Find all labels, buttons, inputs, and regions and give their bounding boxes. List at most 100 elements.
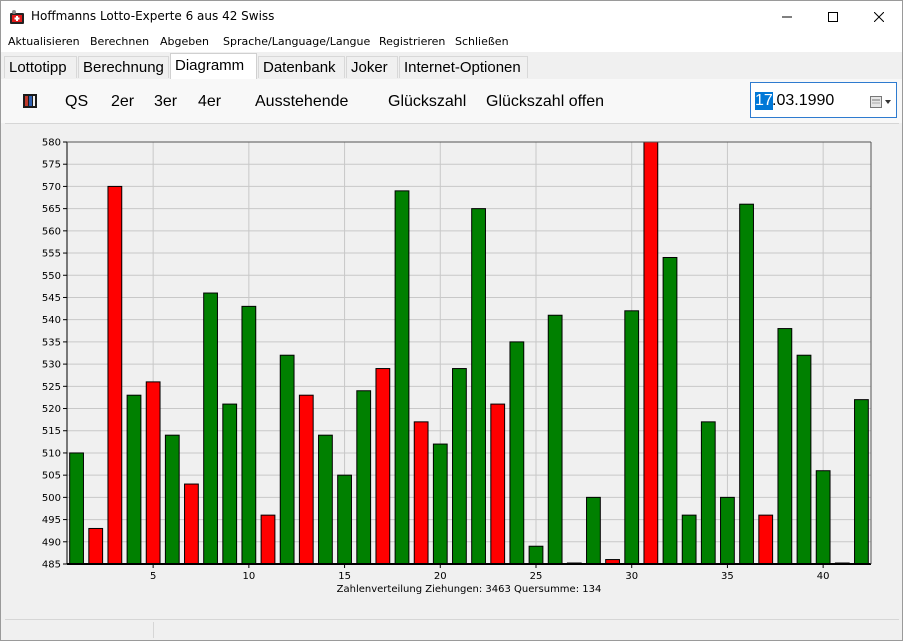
x-tick-label: 20: [434, 571, 447, 582]
bar-39: [796, 354, 812, 565]
bar-25: [528, 545, 544, 565]
y-tick-label: 485: [42, 560, 61, 571]
y-tick-label: 555: [42, 249, 61, 260]
chart-caption: Zahlenverteilung Ziehungen: 3463 Quersum…: [337, 584, 602, 595]
minimize-icon: [782, 16, 792, 17]
y-tick-label: 575: [42, 160, 61, 171]
tab-internet-optionen[interactable]: Internet-Optionen: [399, 56, 528, 78]
close-icon: [874, 11, 884, 22]
tab-berechnung[interactable]: Berechnung: [78, 56, 169, 78]
bar-13: [298, 394, 314, 565]
bar-14: [318, 434, 333, 565]
bar-37: [758, 514, 774, 565]
menu-sprache[interactable]: Sprache/Language/Langue: [223, 35, 371, 48]
bar-8: [203, 292, 218, 565]
tab-joker[interactable]: Joker: [346, 56, 398, 78]
menu-berechnen[interactable]: Berechnen: [90, 35, 150, 48]
bar-15: [337, 474, 352, 565]
y-tick-label: 520: [42, 404, 61, 415]
bar-11: [260, 514, 276, 565]
bar-33: [681, 514, 697, 565]
calendar-dropdown-icon[interactable]: [870, 96, 892, 108]
y-tick-label: 495: [42, 515, 61, 526]
bar-6: [164, 434, 180, 565]
y-tick-label: 565: [42, 204, 61, 215]
title-bar: Hoffmanns Lotto-Experte 6 aus 42 Swiss: [1, 1, 902, 32]
bar-30: [624, 310, 640, 565]
bar-32: [662, 256, 678, 565]
bar-35: [720, 496, 735, 565]
maximize-button[interactable]: [810, 1, 856, 32]
menu-bar: Aktualisieren Berechnen Abgeben Sprache/…: [1, 32, 902, 52]
menu-aktualisieren[interactable]: Aktualisieren: [8, 35, 80, 48]
bar-22: [471, 208, 486, 565]
menu-schliessen[interactable]: Schließen: [455, 35, 509, 48]
y-tick-label: 545: [42, 293, 61, 304]
bar-18: [394, 190, 410, 565]
x-tick-label: 35: [721, 571, 734, 582]
y-tick-label: 490: [42, 537, 61, 548]
tab-datenbank[interactable]: Datenbank: [258, 56, 345, 78]
bar-7: [184, 483, 199, 565]
y-tick-label: 505: [42, 471, 61, 482]
bar-5: [145, 381, 161, 565]
x-tick-label: 5: [150, 571, 156, 582]
number-distribution-chart: 4854904955005055105155205255305355405455…: [42, 138, 872, 595]
status-separator: [153, 622, 154, 638]
bar-38: [777, 328, 793, 565]
minimize-button[interactable]: [764, 1, 810, 32]
y-tick-label: 560: [42, 226, 61, 237]
film-icon[interactable]: [22, 93, 38, 109]
y-tick-label: 550: [42, 271, 61, 282]
4er-button[interactable]: 4er: [198, 93, 222, 110]
date-day-selected[interactable]: 17: [755, 92, 773, 110]
bar-10: [241, 305, 257, 565]
x-tick-label: 25: [530, 571, 543, 582]
bar-12: [279, 354, 295, 565]
bar-9: [222, 403, 238, 565]
maximize-icon: [828, 11, 838, 22]
date-month-year[interactable]: .03.1990: [772, 92, 835, 109]
y-tick-label: 500: [42, 493, 61, 504]
date-picker[interactable]: 17 .03.1990: [750, 82, 897, 118]
bar-40: [815, 470, 831, 565]
glueckszahl-offen-button[interactable]: Glückszahl offen: [486, 93, 604, 110]
y-tick-label: 515: [42, 426, 61, 437]
tab-bar: Lottotipp Berechnung Diagramm Datenbank …: [1, 52, 902, 80]
x-tick-label: 30: [625, 571, 638, 582]
window-title: Hoffmanns Lotto-Experte 6 aus 42 Swiss: [31, 9, 275, 23]
status-bar: [5, 619, 899, 640]
bar-31: [643, 141, 659, 565]
qs-button[interactable]: QS: [65, 93, 89, 110]
close-button[interactable]: [856, 1, 902, 32]
bar-4: [126, 394, 142, 565]
bar-3: [107, 185, 123, 565]
3er-button[interactable]: 3er: [154, 93, 178, 110]
y-tick-label: 525: [42, 382, 61, 393]
y-tick-label: 540: [42, 315, 61, 326]
bar-2: [88, 527, 104, 565]
tab-lottotipp[interactable]: Lottotipp: [4, 56, 77, 78]
x-tick-label: 40: [817, 571, 830, 582]
bar-36: [739, 203, 754, 565]
bar-16: [356, 390, 372, 565]
bar-42: [854, 399, 869, 565]
bar-20: [432, 443, 448, 565]
ausstehende-button[interactable]: Ausstehende: [255, 93, 349, 110]
x-tick-label: 10: [242, 571, 255, 582]
bar-34: [700, 421, 716, 565]
2er-button[interactable]: 2er: [111, 93, 135, 110]
bar-17: [375, 368, 391, 565]
y-tick-label: 535: [42, 337, 61, 348]
swiss-lotto-app-icon: [10, 10, 24, 24]
x-tick-label: 15: [338, 571, 351, 582]
bar-24: [509, 341, 525, 565]
menu-abgeben[interactable]: Abgeben: [160, 35, 209, 48]
bar-28: [586, 496, 601, 565]
y-tick-label: 580: [42, 138, 61, 149]
menu-registrieren[interactable]: Registrieren: [379, 35, 446, 48]
chart-panel: 485 490 495 500 505 510 515 520 525 530 535 540 545 5…: [5, 123, 899, 612]
glueckszahl-button[interactable]: Glückszahl: [388, 93, 467, 110]
tab-diagramm[interactable]: Diagramm: [170, 53, 257, 79]
